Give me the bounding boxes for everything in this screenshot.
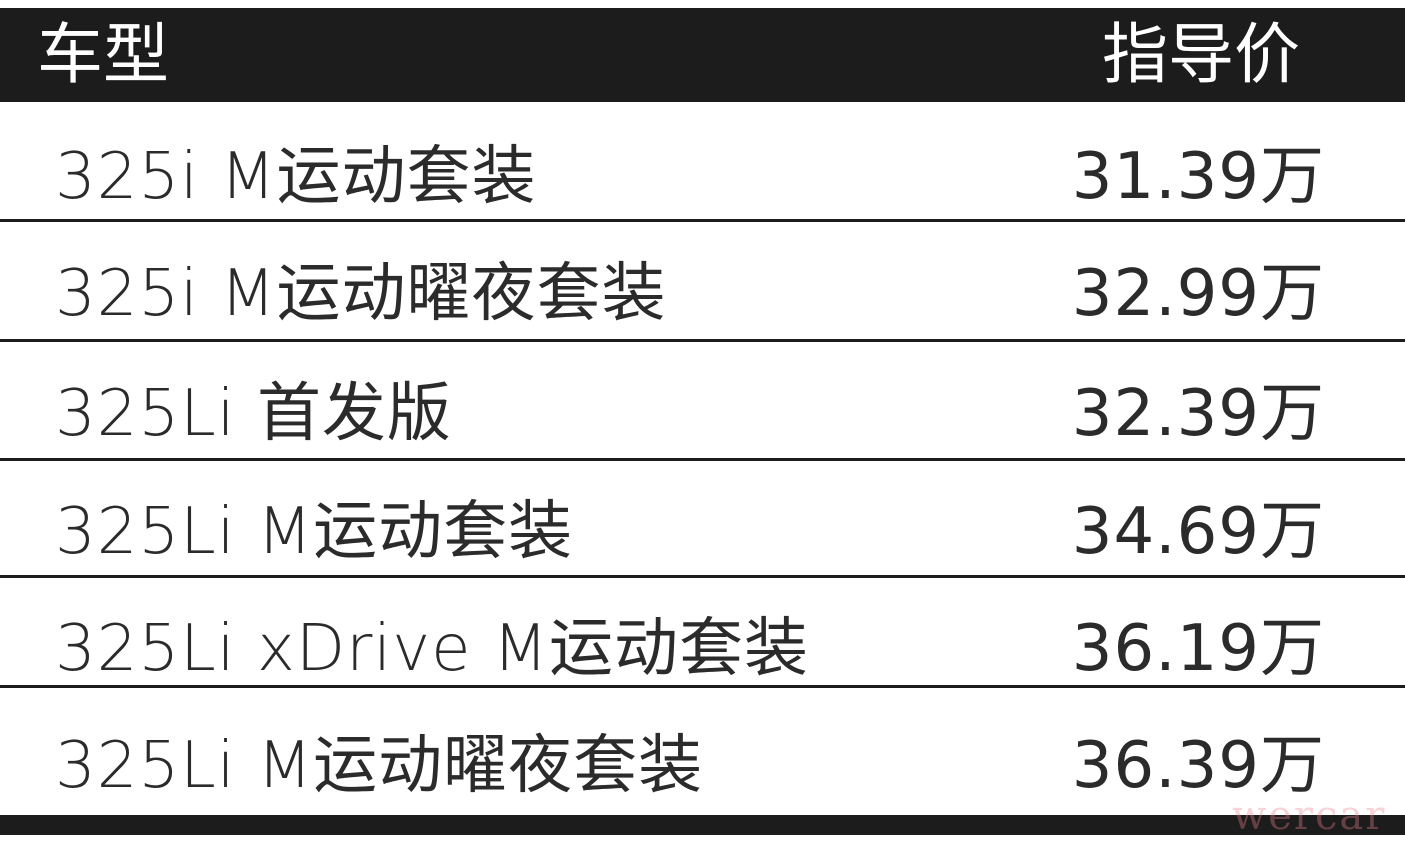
model-name: 325Li xDrive M运动套装 (55, 612, 809, 686)
row-divider (0, 575, 1405, 578)
row-divider (0, 219, 1405, 222)
model-name: 325i M运动套装 (55, 140, 537, 214)
row-divider (0, 458, 1405, 461)
table-header: 车型 指导价 (0, 8, 1405, 102)
price-column-header: 指导价 (1102, 16, 1300, 93)
model-name: 325Li 首发版 (55, 377, 452, 451)
row-divider (0, 339, 1405, 342)
model-name: 325Li M运动套装 (55, 495, 574, 569)
price: 32.39万 (1071, 377, 1325, 451)
price: 31.39万 (1071, 140, 1325, 214)
watermark: wercar (1232, 793, 1387, 839)
table-footer-bar (0, 815, 1405, 835)
model-name: 325Li M运动曜夜套装 (55, 729, 704, 803)
model-column-header: 车型 (37, 16, 169, 93)
row-divider (0, 685, 1405, 688)
model-name: 325i M运动曜夜套装 (55, 257, 667, 331)
price: 32.99万 (1071, 257, 1325, 331)
price: 34.69万 (1071, 495, 1325, 569)
price: 36.39万 (1071, 729, 1325, 803)
price: 36.19万 (1071, 612, 1325, 686)
